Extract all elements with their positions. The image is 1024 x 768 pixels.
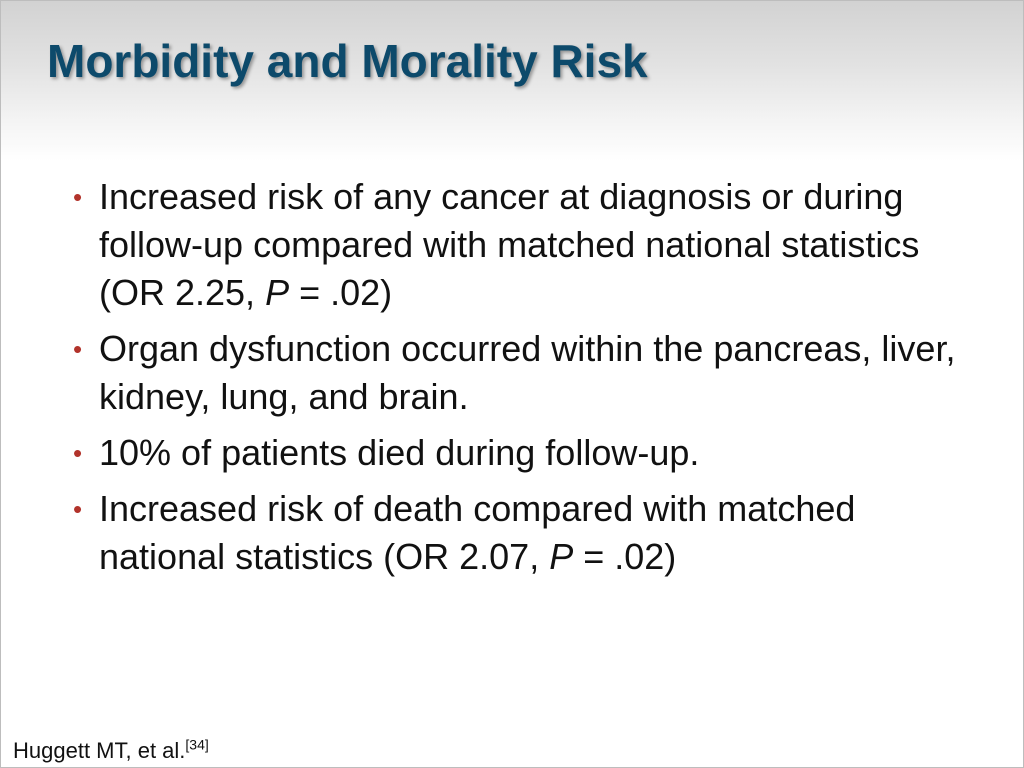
bullet-item: • Increased risk of death compared with … <box>71 485 971 581</box>
bullet-icon: • <box>73 438 83 468</box>
slide-title: Morbidity and Morality Risk <box>47 35 648 87</box>
bullet-text-part: Increased risk of any cancer at diagnosi… <box>99 176 920 313</box>
bullet-text-part: Increased risk of death compared with ma… <box>99 488 856 577</box>
bullet-text-italic: P <box>265 272 290 313</box>
bullet-icon: • <box>73 182 83 212</box>
citation-text: Huggett MT, et al. <box>13 738 186 763</box>
bullet-item: • Organ dysfunction occurred within the … <box>71 325 971 421</box>
bullet-list: • Increased risk of any cancer at diagno… <box>71 173 971 589</box>
bullet-text: 10% of patients died during follow-up. <box>99 432 699 473</box>
title-band <box>1 1 1023 161</box>
bullet-text: Increased risk of any cancer at diagnosi… <box>99 176 919 313</box>
bullet-text: Increased risk of death compared with ma… <box>99 488 855 577</box>
bullet-icon: • <box>73 334 83 364</box>
bullet-text-part: = .02) <box>289 272 393 313</box>
bullet-text-italic: P <box>549 536 574 577</box>
bullet-text-part: 10% of patients died during follow-up. <box>99 432 700 473</box>
bullet-item: • Increased risk of any cancer at diagno… <box>71 173 971 317</box>
citation: Huggett MT, et al.[34] <box>13 737 209 765</box>
bullet-text: Organ dysfunction occurred within the pa… <box>99 328 955 417</box>
bullet-item: • 10% of patients died during follow-up. <box>71 429 971 477</box>
bullet-icon: • <box>73 494 83 524</box>
bullet-text-part: Organ dysfunction occurred within the pa… <box>99 328 956 417</box>
citation-reference: [34] <box>185 736 209 753</box>
bullet-text-part: = .02) <box>573 536 677 577</box>
